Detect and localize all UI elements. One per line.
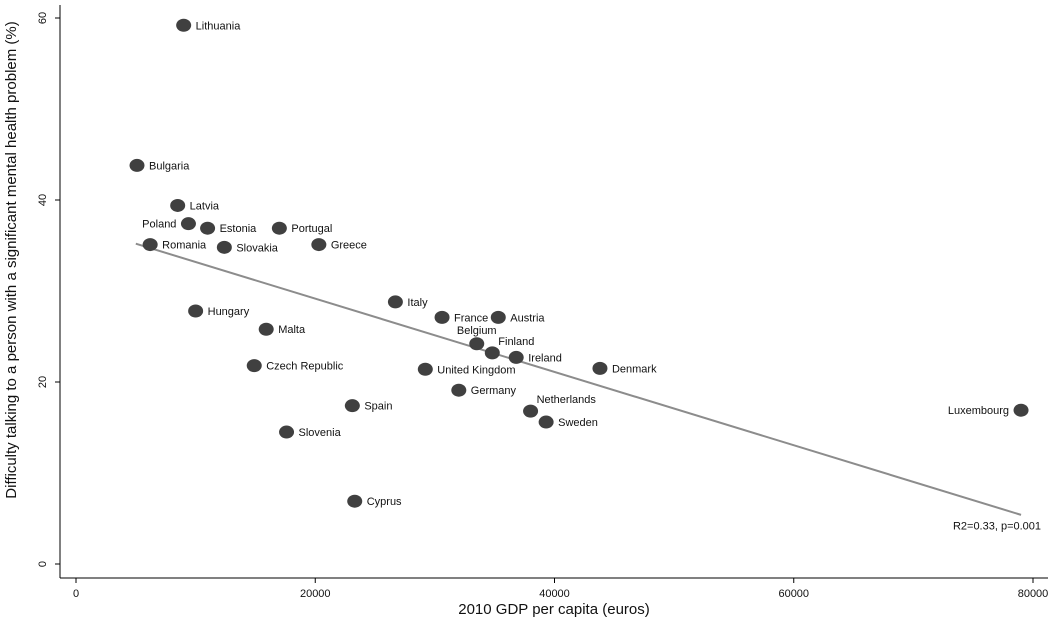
- point-austria: [490, 310, 506, 324]
- label-denmark: Denmark: [612, 363, 657, 375]
- point-france: [434, 310, 450, 324]
- x-axis-title: 2010 GDP per capita (euros): [458, 601, 650, 618]
- label-belgium: Belgium: [457, 325, 497, 337]
- point-slovakia: [216, 240, 232, 254]
- point-germany: [451, 383, 467, 397]
- label-latvia: Latvia: [190, 200, 220, 212]
- point-hungary: [188, 304, 204, 318]
- label-germany: Germany: [471, 385, 517, 397]
- point-latvia: [170, 198, 186, 212]
- point-luxembourg: [1013, 403, 1029, 417]
- label-poland: Poland: [142, 219, 176, 231]
- regression-line: [135, 242, 1022, 516]
- point-netherlands: [523, 404, 539, 418]
- y-axis-title: Difficulty talking to a person with a si…: [3, 21, 20, 498]
- point-belgium: [469, 337, 485, 351]
- x-tick-label: 20000: [300, 588, 331, 600]
- label-portugal: Portugal: [291, 223, 332, 235]
- point-spain: [344, 399, 360, 413]
- data-points: Lithuania Bulgaria Latvia Poland Estonia Port…: [129, 18, 1029, 508]
- label-cyprus: Cyprus: [367, 496, 402, 508]
- point-finland: [484, 346, 500, 360]
- point-sweden: [538, 415, 554, 429]
- x-tick-label: 80000: [1018, 588, 1049, 600]
- point-bulgaria: [129, 158, 145, 172]
- label-lithuania: Lithuania: [196, 20, 242, 32]
- x-tick-label: 60000: [778, 588, 809, 600]
- plot-area: [60, 5, 1048, 578]
- point-italy: [387, 295, 403, 309]
- y-tick-label: 20: [37, 376, 49, 388]
- label-sweden: Sweden: [558, 417, 598, 429]
- point-malta: [258, 322, 274, 336]
- x-axis-ticks: 0 20000 40000 60000 80000: [73, 578, 1048, 600]
- point-slovenia: [279, 425, 295, 439]
- point-romania: [142, 238, 158, 252]
- point-lithuania: [176, 18, 192, 32]
- point-greece: [311, 238, 327, 252]
- point-estonia: [200, 221, 216, 235]
- point-denmark: [592, 361, 608, 375]
- y-axis-ticks: 0 20 40 60: [37, 12, 60, 567]
- label-slovakia: Slovakia: [236, 242, 278, 254]
- y-tick-label: 0: [37, 561, 49, 567]
- label-slovenia: Slovenia: [299, 427, 342, 439]
- y-tick-label: 40: [37, 194, 49, 206]
- label-estonia: Estonia: [220, 223, 258, 235]
- x-tick-label: 0: [73, 588, 79, 600]
- point-united-kingdom: [417, 362, 433, 376]
- point-portugal: [271, 221, 287, 235]
- point-czech-republic: [246, 359, 262, 373]
- label-finland: Finland: [498, 336, 534, 348]
- label-luxembourg: Luxembourg: [948, 405, 1009, 417]
- label-malta: Malta: [278, 324, 306, 336]
- label-france: France: [454, 312, 488, 324]
- point-cyprus: [347, 494, 363, 508]
- label-bulgaria: Bulgaria: [149, 160, 190, 172]
- y-tick-label: 60: [37, 12, 49, 24]
- label-czech-republic: Czech Republic: [266, 361, 344, 373]
- fit-annotation: R2=0.33, p=0.001: [953, 520, 1041, 532]
- label-spain: Spain: [364, 401, 392, 413]
- label-united-kingdom: United Kingdom: [437, 364, 515, 376]
- label-hungary: Hungary: [208, 306, 250, 318]
- label-netherlands: Netherlands: [537, 394, 597, 406]
- label-ireland: Ireland: [528, 352, 562, 364]
- label-austria: Austria: [510, 312, 545, 324]
- point-ireland: [508, 350, 524, 364]
- label-italy: Italy: [407, 297, 428, 309]
- point-poland: [180, 217, 196, 231]
- x-tick-label: 40000: [539, 588, 570, 600]
- label-greece: Greece: [331, 240, 367, 252]
- label-romania: Romania: [162, 240, 207, 252]
